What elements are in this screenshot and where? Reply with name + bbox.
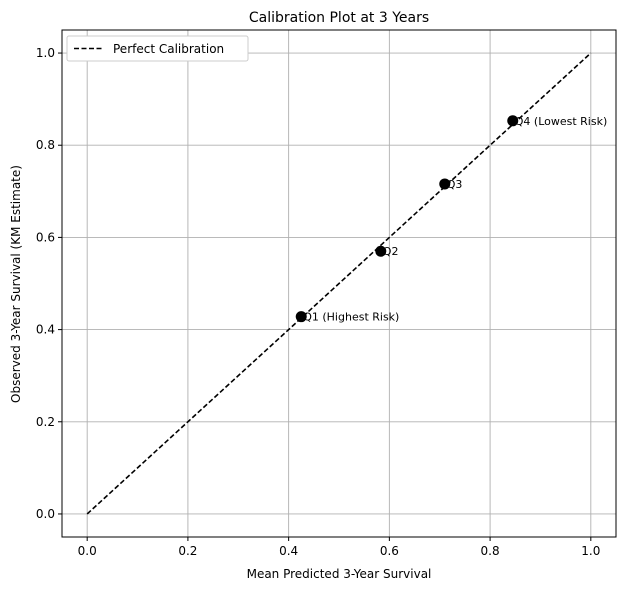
data-points: Q1 (Highest Risk) Q2 Q3 Q4 (Lowest Risk)	[295, 115, 608, 324]
y-tick-label: 0.8	[36, 138, 55, 152]
perfect-calibration-line	[86, 52, 592, 515]
x-tick-label: 1.0	[581, 544, 600, 558]
x-tick-label: 0.4	[279, 544, 298, 558]
data-point-label: Q4 (Lowest Risk)	[515, 115, 608, 128]
data-point	[507, 115, 519, 127]
y-tick-label: 0.4	[36, 323, 55, 337]
y-tick-label: 0.2	[36, 415, 55, 429]
y-axis-label: Observed 3-Year Survival (KM Estimate)	[9, 165, 23, 403]
y-tick-label: 0.6	[36, 230, 55, 244]
data-point-label: Q1 (Highest Risk)	[303, 311, 399, 324]
x-tick-label: 0.6	[380, 544, 399, 558]
legend-label: Perfect Calibration	[113, 42, 224, 56]
x-tick-label: 0.2	[178, 544, 197, 558]
data-point-label: Q2	[383, 245, 399, 258]
y-tick-label: 0.0	[36, 507, 55, 521]
x-tick-label: 0.0	[78, 544, 97, 558]
legend: Perfect Calibration	[66, 35, 249, 62]
y-tick-label: 1.0	[36, 46, 55, 60]
reference-line	[86, 52, 592, 515]
legend-box	[66, 35, 249, 62]
data-point	[439, 178, 451, 190]
axis-ticks: 0.0 0.2 0.4 0.6 0.8 1.0 0.0 0.2 0.4 0.6 0.8 1.0	[36, 46, 600, 558]
data-point	[375, 245, 387, 257]
x-axis-label: Mean Predicted 3-Year Survival	[247, 567, 432, 581]
data-point-label: Q3	[447, 178, 463, 191]
chart-title: Calibration Plot at 3 Years	[249, 10, 429, 26]
data-point	[295, 311, 307, 323]
plot-frame	[61, 29, 617, 538]
x-tick-label: 0.8	[481, 544, 500, 558]
